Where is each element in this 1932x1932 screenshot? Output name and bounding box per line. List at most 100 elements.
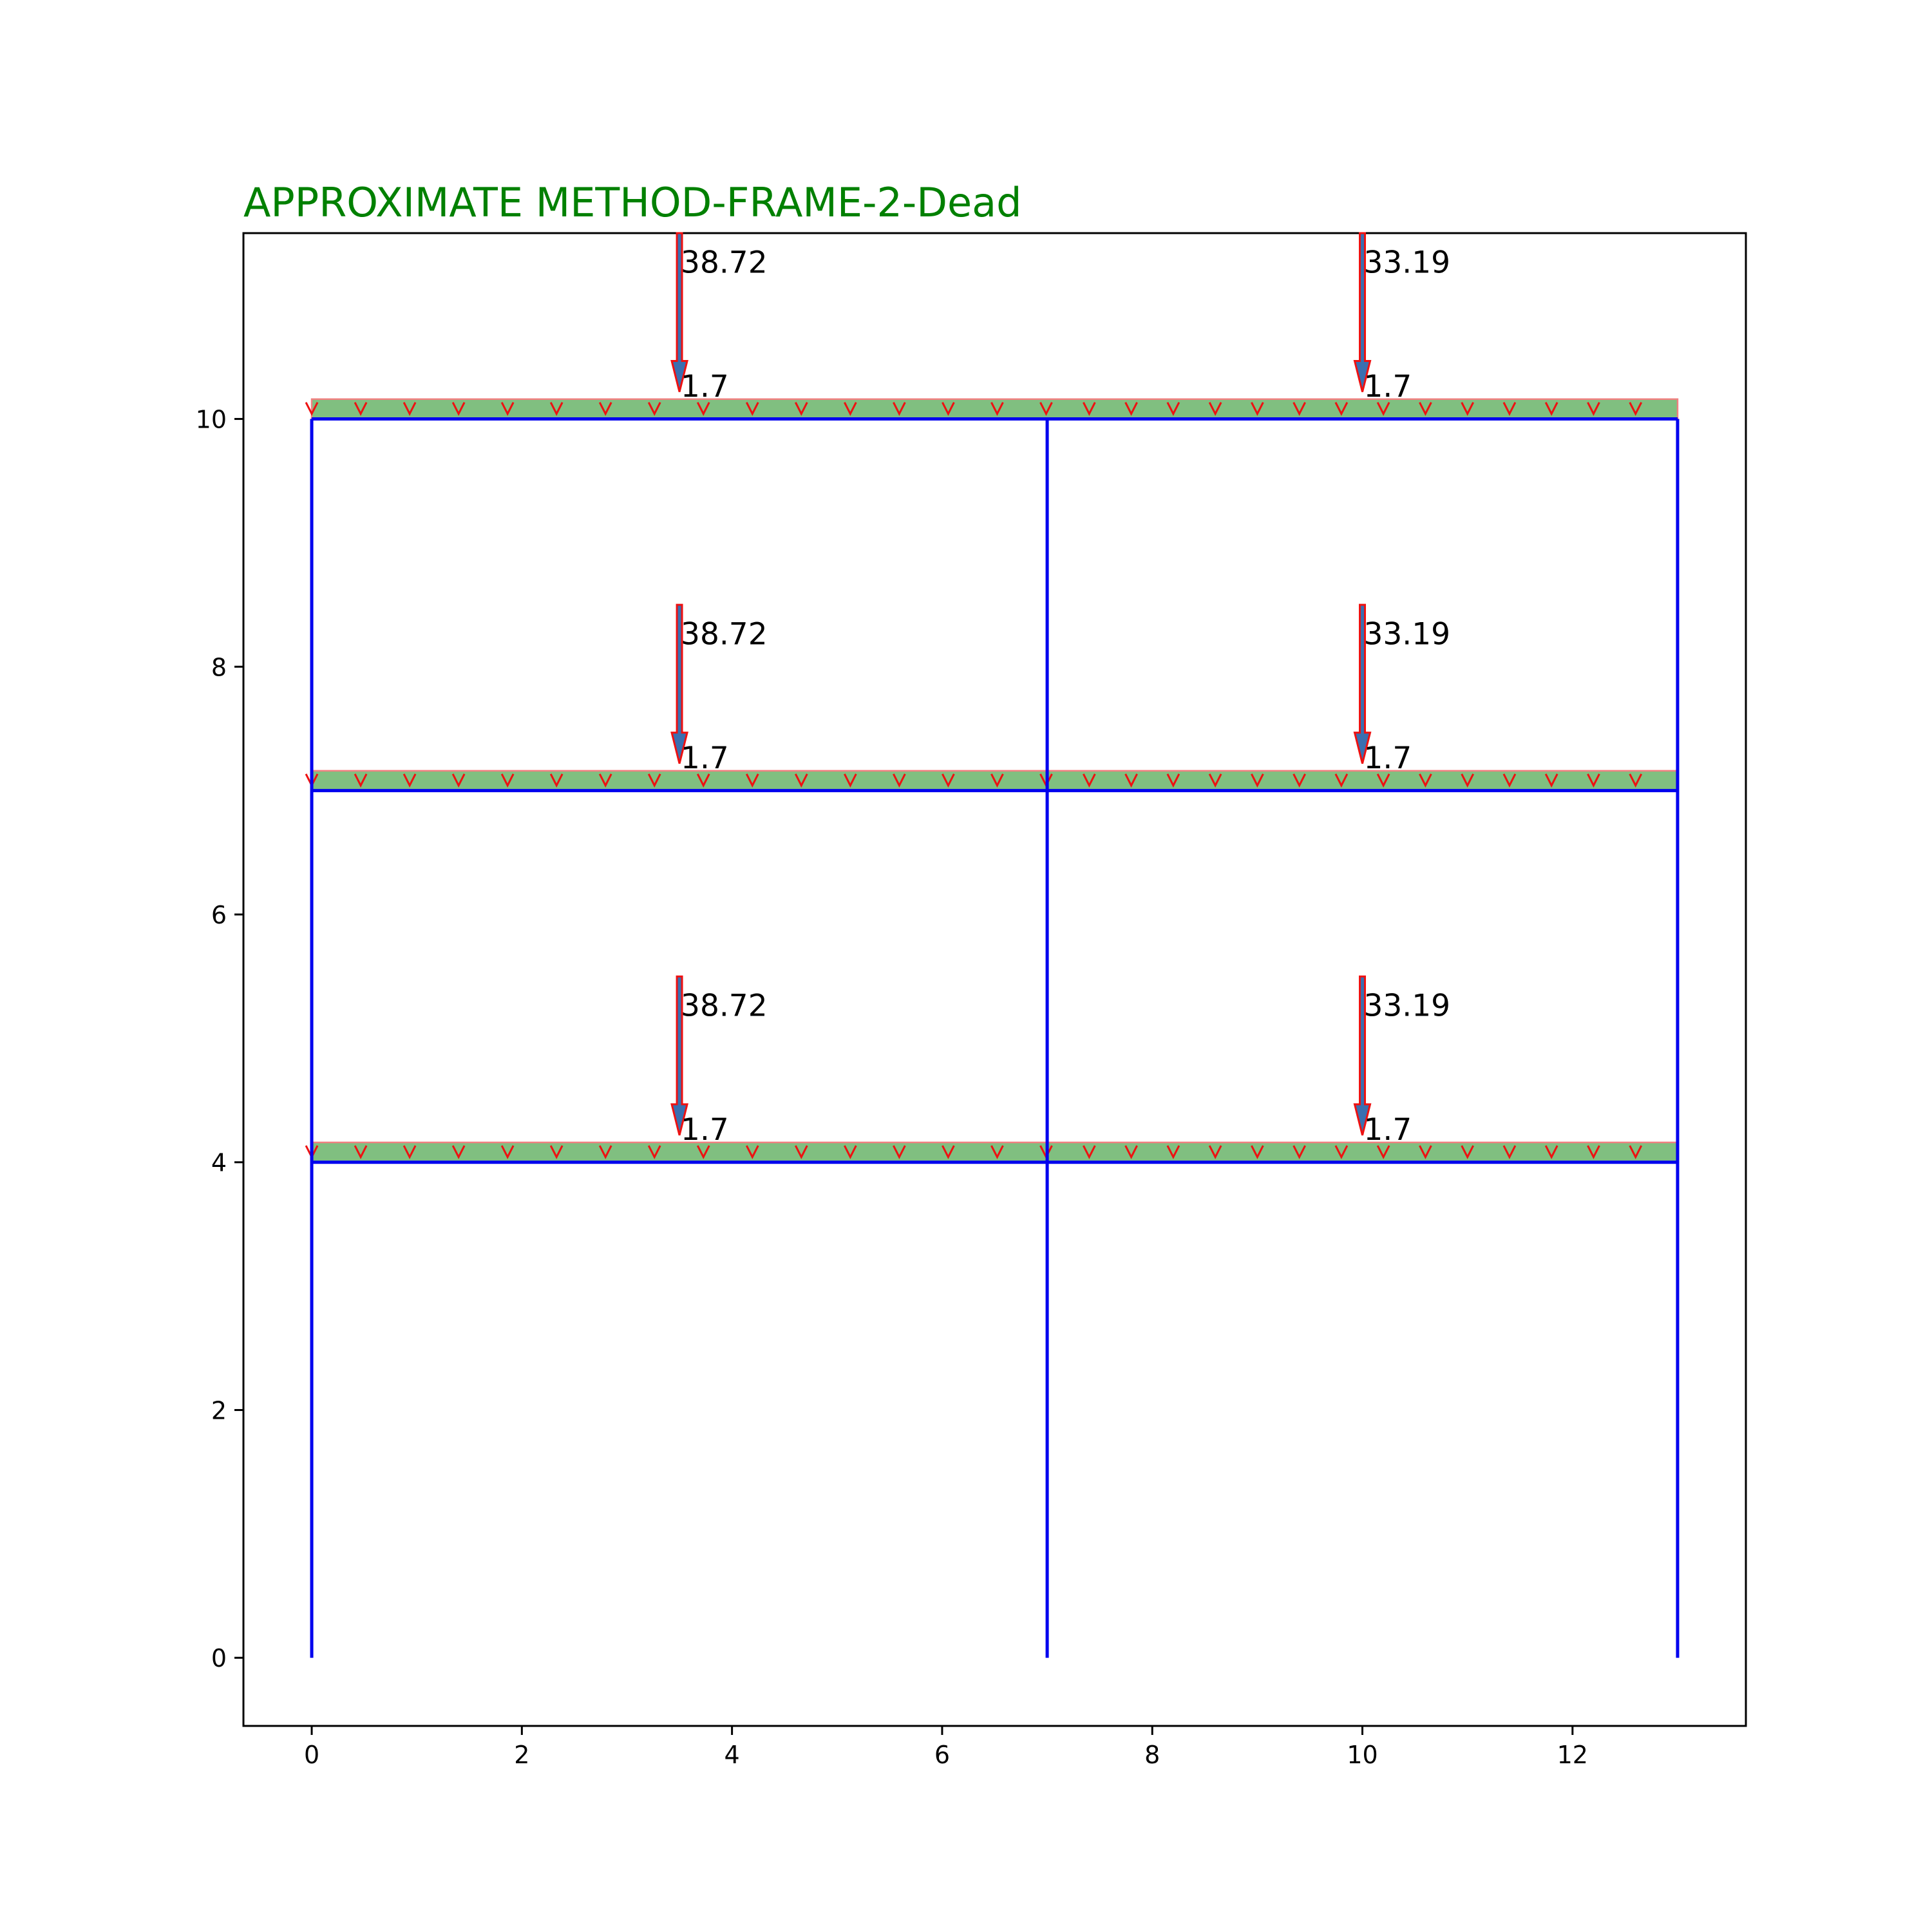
udl-arrowhead xyxy=(1629,402,1643,416)
udl-arrowhead xyxy=(745,402,759,416)
udl-arrowhead xyxy=(1293,402,1306,416)
udl-arrowhead xyxy=(1124,402,1138,416)
chart-title: APPROXIMATE METHOD-FRAME-2-Dead xyxy=(243,179,1022,226)
udl-arrowhead xyxy=(893,402,906,416)
udl-arrowhead xyxy=(1502,773,1517,788)
udl-arrowhead xyxy=(1208,1145,1222,1160)
udl-arrowhead xyxy=(1208,402,1222,416)
y-tick-label: 10 xyxy=(196,406,227,434)
udl-arrowhead xyxy=(1082,773,1096,788)
point-load-arrow xyxy=(1353,603,1372,764)
udl-arrowhead xyxy=(354,773,368,788)
udl-arrowhead xyxy=(1419,1145,1432,1160)
udl-arrowhead xyxy=(1124,773,1138,788)
udl-arrowhead xyxy=(1587,773,1600,788)
point-load-value: 38.72 xyxy=(681,245,768,281)
y-tick-label: 0 xyxy=(211,1644,227,1672)
udl-arrowhead xyxy=(402,773,417,788)
udl-arrowhead xyxy=(549,773,564,788)
point-load-value: 38.72 xyxy=(681,617,768,652)
udl-arrowhead xyxy=(1334,773,1349,788)
udl-arrowhead xyxy=(1502,402,1517,416)
udl-arrowhead xyxy=(402,402,417,416)
point-load-value: 33.19 xyxy=(1364,989,1451,1024)
udl-arrowhead xyxy=(990,773,1004,788)
udl-arrowhead xyxy=(500,1145,515,1160)
udl-value-label: 1.7 xyxy=(1364,1112,1412,1148)
udl-arrowhead xyxy=(745,773,759,788)
udl-arrowhead xyxy=(1419,773,1432,788)
udl-value-label: 1.7 xyxy=(1364,369,1412,404)
udl-arrowhead xyxy=(696,1145,710,1160)
udl-arrowhead xyxy=(942,1145,955,1160)
udl-value-label: 1.7 xyxy=(1364,741,1412,776)
udl-arrowhead xyxy=(647,773,661,788)
udl-arrowhead xyxy=(1251,1145,1264,1160)
y-tick-label: 8 xyxy=(211,653,227,681)
udl-arrowhead xyxy=(745,1145,759,1160)
point-load: 33.19 1.7 xyxy=(1353,603,1451,776)
udl-arrowhead xyxy=(1544,402,1558,416)
udl-arrowhead xyxy=(794,402,808,416)
udl-arrowhead xyxy=(1376,773,1390,788)
udl-arrowhead xyxy=(990,1145,1004,1160)
udl-arrowhead xyxy=(794,773,808,788)
udl-arrowhead xyxy=(1629,773,1643,788)
point-load-value: 38.72 xyxy=(681,989,768,1024)
udl-arrowhead xyxy=(1082,402,1096,416)
udl-arrowhead xyxy=(696,402,710,416)
udl-arrowhead xyxy=(354,1145,368,1160)
udl-value-label: 1.7 xyxy=(681,369,729,404)
x-tick-label: 6 xyxy=(934,1741,950,1769)
point-load-value: 33.19 xyxy=(1364,245,1451,281)
point-load: 38.72 1.7 xyxy=(670,975,768,1148)
udl-arrowhead xyxy=(451,402,466,416)
udl-arrowhead xyxy=(1502,1145,1517,1160)
udl-arrowhead xyxy=(843,773,857,788)
udl-arrowhead xyxy=(1166,402,1180,416)
point-load: 33.19 1.7 xyxy=(1353,232,1451,404)
udl-arrowhead xyxy=(794,1145,808,1160)
udl-arrowhead xyxy=(1166,1145,1180,1160)
udl-arrowhead xyxy=(451,1145,466,1160)
x-tick-label: 2 xyxy=(514,1741,529,1769)
udl-arrowhead xyxy=(1419,402,1432,416)
udl-arrowhead xyxy=(1293,1145,1306,1160)
udl-arrowhead xyxy=(402,1145,417,1160)
udl-arrowhead xyxy=(893,1145,906,1160)
x-tick-label: 10 xyxy=(1347,1741,1378,1769)
udl-arrowhead xyxy=(843,1145,857,1160)
x-tick-label: 0 xyxy=(304,1741,319,1769)
udl-arrowhead xyxy=(1166,773,1180,788)
udl-arrowhead xyxy=(1461,402,1474,416)
udl-arrowhead xyxy=(942,402,955,416)
point-load-arrow xyxy=(670,975,688,1136)
udl-arrowhead xyxy=(942,773,955,788)
udl-arrowhead xyxy=(1082,1145,1096,1160)
udl-arrowhead xyxy=(500,773,515,788)
distributed-loads xyxy=(305,398,1679,1163)
udl-arrowhead xyxy=(549,402,564,416)
x-tick-label: 4 xyxy=(724,1741,740,1769)
udl-arrowhead xyxy=(1251,402,1264,416)
udl-arrowhead xyxy=(843,402,857,416)
udl-arrowhead xyxy=(1334,1145,1349,1160)
udl-arrowhead xyxy=(893,773,906,788)
udl-arrowhead xyxy=(1629,1145,1643,1160)
point-load-arrow xyxy=(670,603,688,764)
udl-arrowhead xyxy=(1544,773,1558,788)
udl-arrowhead xyxy=(1124,1145,1138,1160)
udl-arrowhead xyxy=(500,402,515,416)
udl-arrowhead xyxy=(1251,773,1264,788)
udl-value-label: 1.7 xyxy=(681,741,729,776)
y-tick-label: 2 xyxy=(211,1396,227,1425)
point-load: 38.72 1.7 xyxy=(670,603,768,776)
udl-arrowhead xyxy=(1587,402,1600,416)
udl-arrowhead xyxy=(647,402,661,416)
point-load-value: 33.19 xyxy=(1364,617,1451,652)
udl-arrowhead xyxy=(696,773,710,788)
point-load-arrow xyxy=(670,232,688,392)
x-tick-label: 8 xyxy=(1144,1741,1160,1769)
udl-arrowhead xyxy=(1039,402,1053,416)
udl-value-label: 1.7 xyxy=(681,1112,729,1148)
